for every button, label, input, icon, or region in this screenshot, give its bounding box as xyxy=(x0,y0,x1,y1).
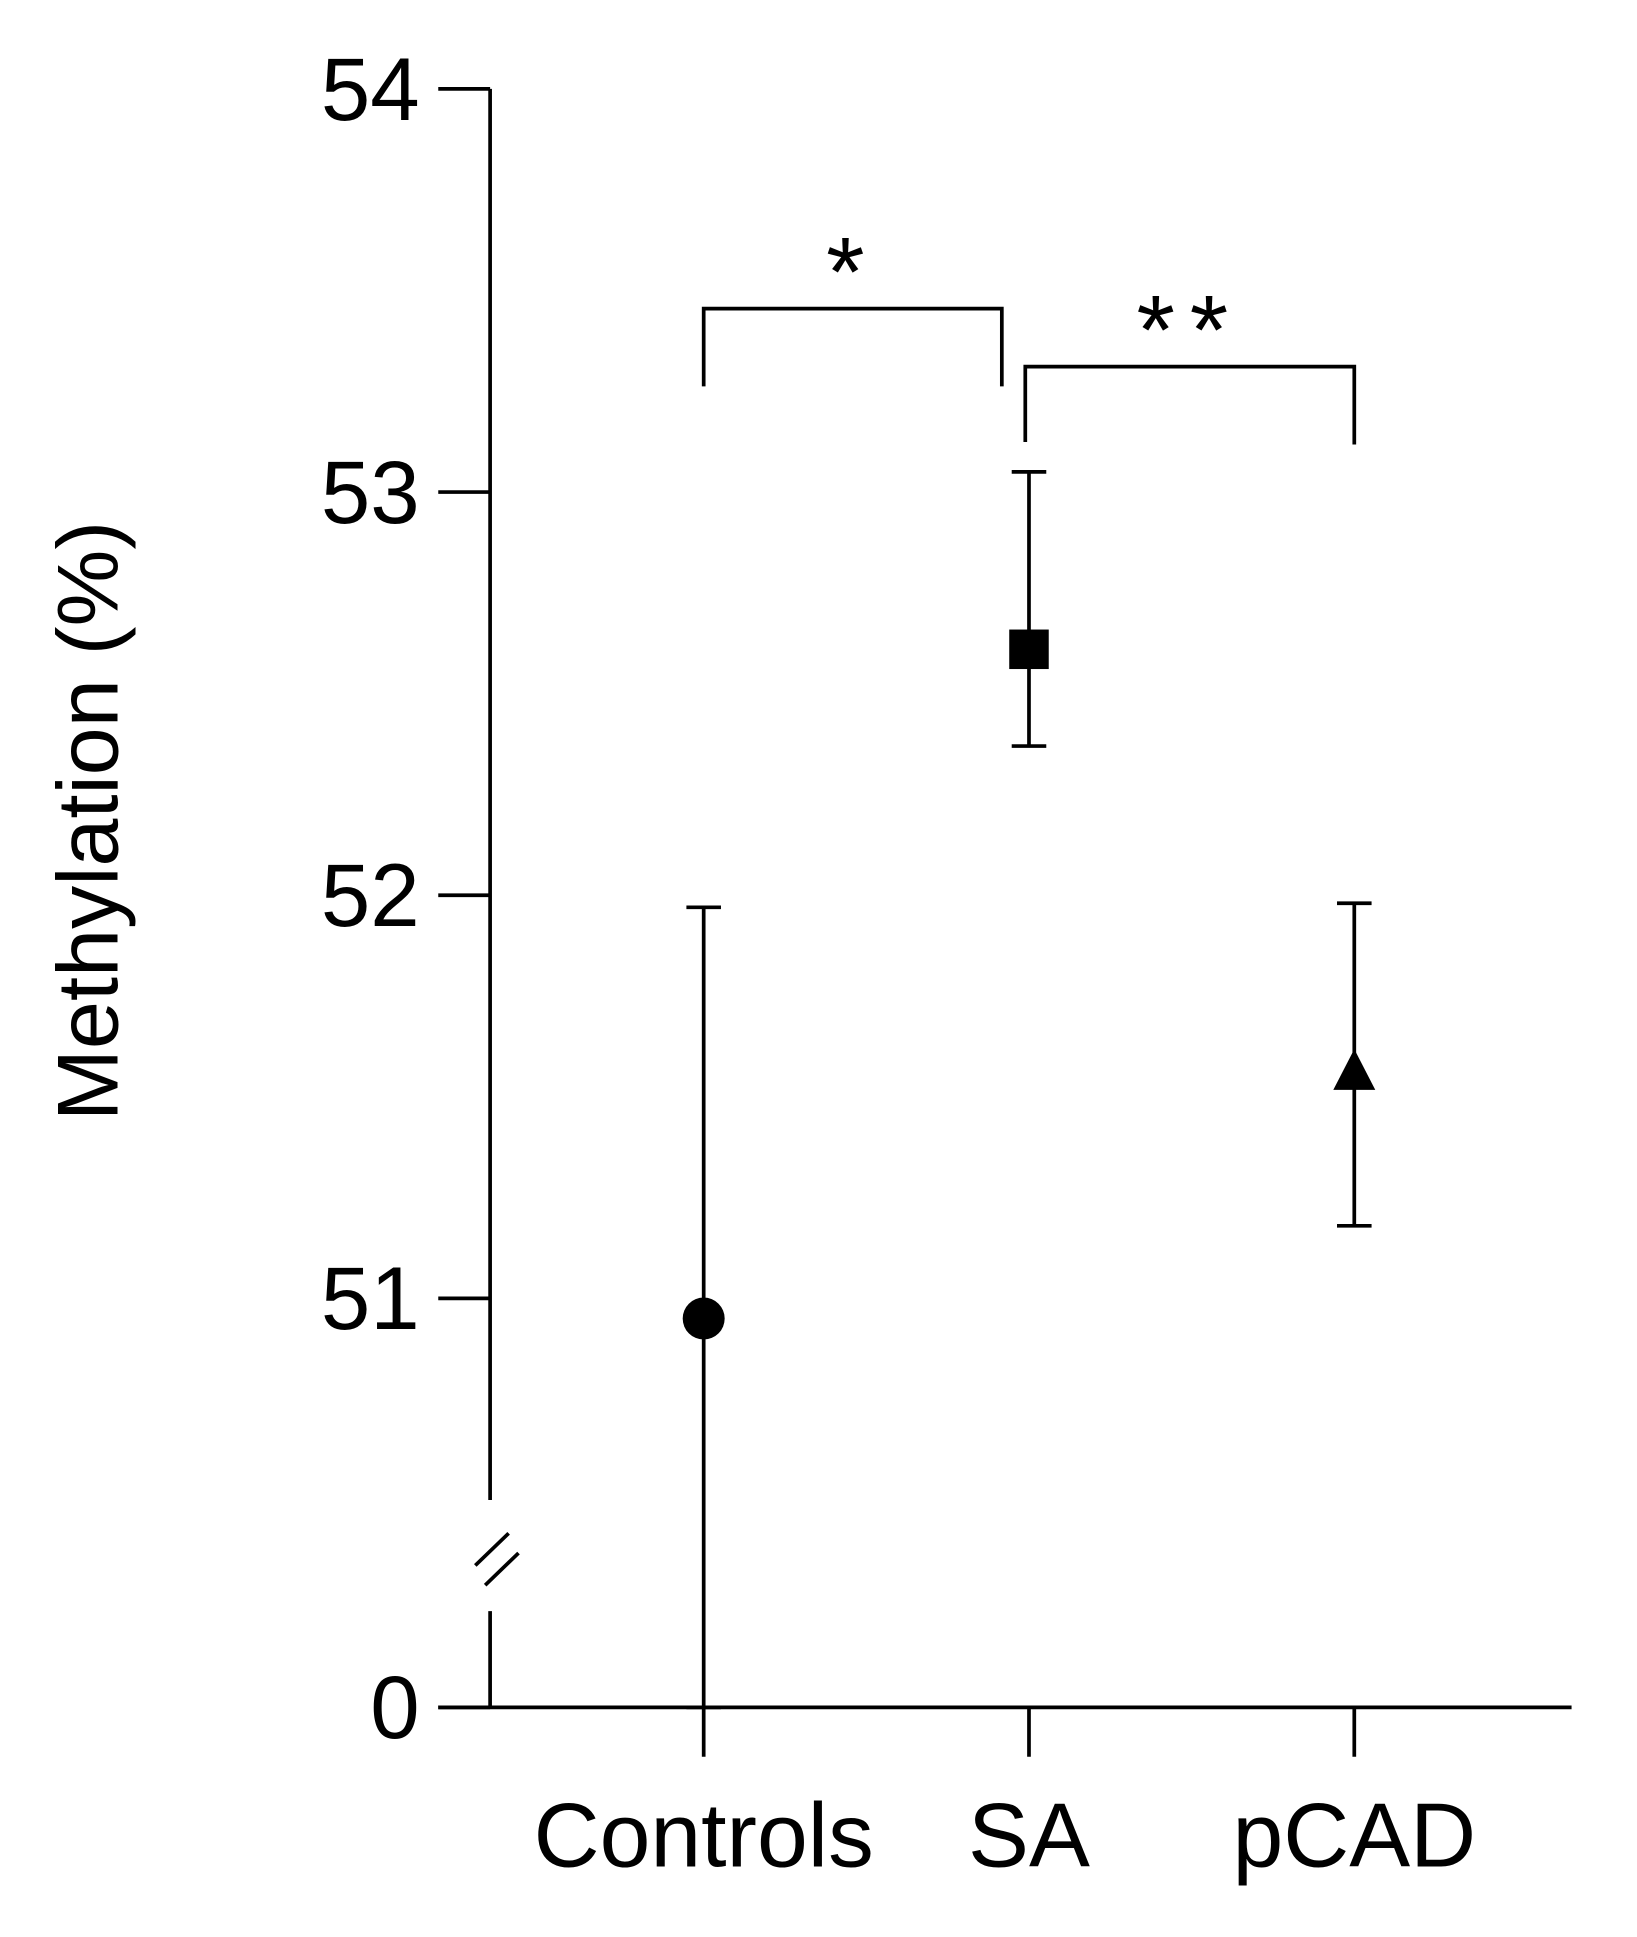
y-tick-label: 52 xyxy=(321,846,420,945)
x-tick-label: pCAD xyxy=(1232,1785,1476,1887)
axis-break xyxy=(483,1551,520,1587)
x-tick-label: Controls xyxy=(534,1785,874,1887)
point xyxy=(1009,629,1049,670)
y-tick-label: 54 xyxy=(321,40,420,139)
significance-bracket xyxy=(1023,364,1357,445)
y-tick-label: 0 xyxy=(370,1658,419,1757)
point xyxy=(1333,1049,1376,1090)
significance-bracket xyxy=(701,306,1004,387)
significance-label: * xyxy=(826,217,879,327)
point xyxy=(682,1297,725,1340)
y-tick-label: 53 xyxy=(321,443,420,542)
y-axis-title: Methylation (%) xyxy=(40,521,136,1121)
x-tick-label: SA xyxy=(968,1785,1090,1887)
significance-label: ** xyxy=(1137,275,1244,385)
axis-break xyxy=(474,1531,510,1567)
y-tick-label: 51 xyxy=(321,1249,420,1348)
